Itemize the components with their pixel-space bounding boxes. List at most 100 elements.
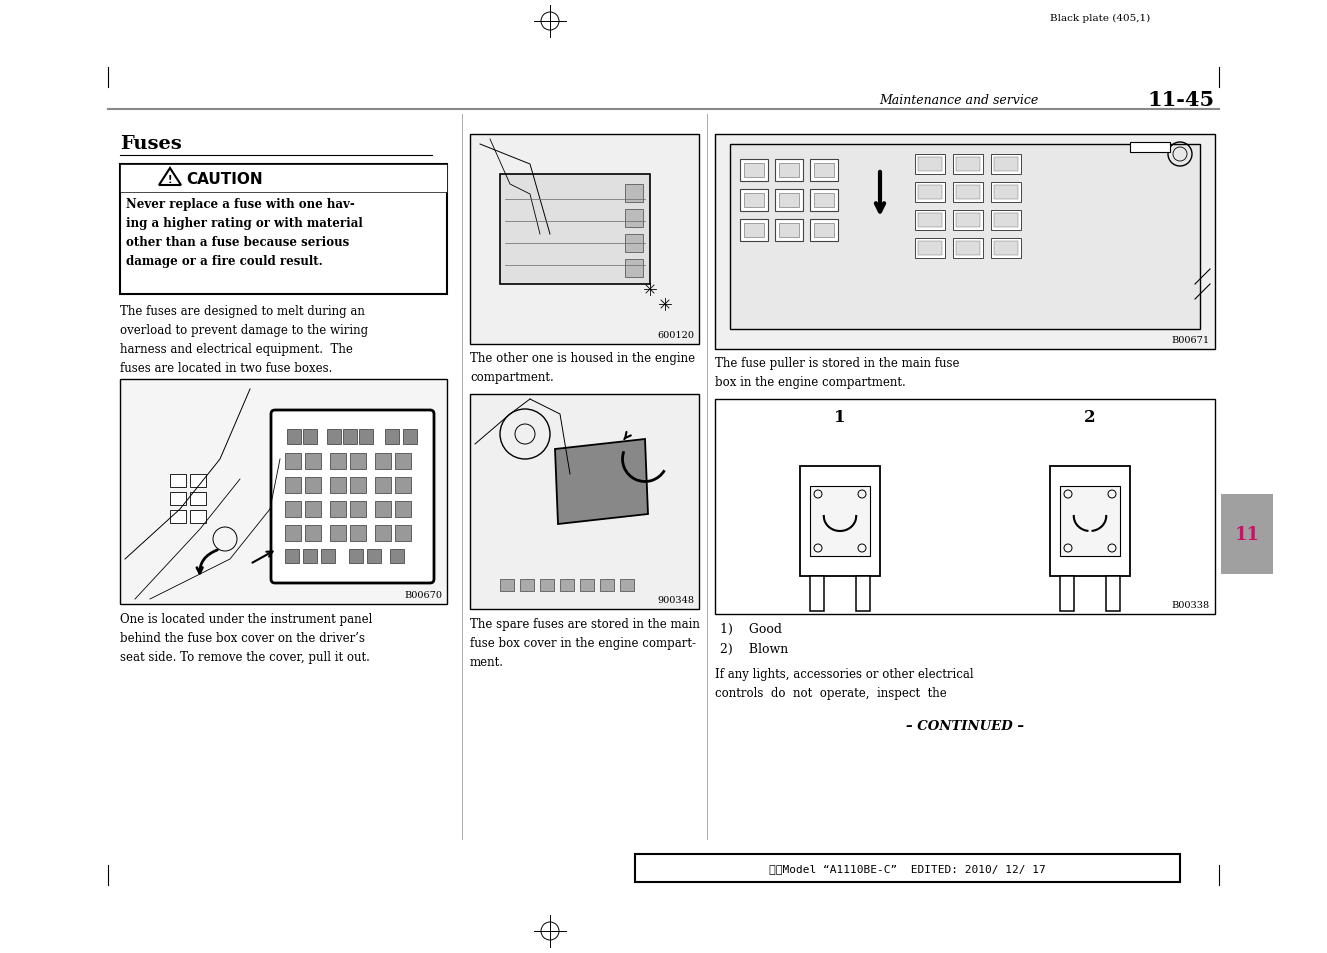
- Bar: [349, 550, 364, 563]
- Bar: [580, 579, 594, 592]
- Bar: [994, 213, 1018, 228]
- Bar: [991, 211, 1020, 231]
- Text: One is located under the instrument panel
behind the fuse box cover on the drive: One is located under the instrument pane…: [119, 613, 373, 663]
- Bar: [170, 511, 186, 523]
- Bar: [715, 399, 1216, 615]
- Polygon shape: [555, 439, 648, 524]
- Text: Never replace a fuse with one hav-
ing a higher rating or with material
other th: Never replace a fuse with one hav- ing a…: [126, 198, 362, 268]
- Bar: [779, 164, 799, 178]
- Text: 1)    Good: 1) Good: [721, 622, 782, 636]
- Bar: [376, 477, 391, 494]
- Bar: [321, 550, 334, 563]
- Bar: [991, 239, 1020, 258]
- Bar: [350, 525, 366, 541]
- Bar: [918, 242, 942, 255]
- Bar: [994, 186, 1018, 200]
- Bar: [918, 213, 942, 228]
- Bar: [1060, 486, 1120, 557]
- Bar: [916, 183, 945, 203]
- Bar: [376, 525, 391, 541]
- Bar: [360, 430, 373, 444]
- Bar: [955, 242, 981, 255]
- Text: 900348: 900348: [657, 596, 694, 604]
- Bar: [303, 430, 317, 444]
- Bar: [305, 501, 321, 517]
- Bar: [916, 239, 945, 258]
- Bar: [395, 454, 411, 470]
- Bar: [775, 160, 803, 182]
- Bar: [809, 577, 824, 612]
- Bar: [170, 493, 186, 505]
- Bar: [395, 477, 411, 494]
- Text: The spare fuses are stored in the main
fuse box cover in the engine compart-
men: The spare fuses are stored in the main f…: [470, 618, 699, 668]
- Bar: [740, 160, 768, 182]
- Bar: [119, 379, 447, 604]
- Bar: [809, 160, 837, 182]
- Bar: [520, 579, 533, 592]
- Bar: [625, 210, 644, 228]
- Bar: [994, 242, 1018, 255]
- Bar: [190, 493, 206, 505]
- Bar: [813, 193, 833, 208]
- Bar: [303, 550, 317, 563]
- Bar: [119, 165, 447, 193]
- Bar: [190, 475, 206, 488]
- Bar: [305, 525, 321, 541]
- Bar: [740, 220, 768, 242]
- Bar: [500, 174, 650, 285]
- Bar: [287, 430, 301, 444]
- Bar: [285, 525, 301, 541]
- Text: CAUTION: CAUTION: [186, 172, 263, 186]
- Bar: [285, 501, 301, 517]
- Bar: [991, 183, 1020, 203]
- Bar: [305, 454, 321, 470]
- Bar: [305, 477, 321, 494]
- Bar: [809, 220, 837, 242]
- Text: The other one is housed in the engine
compartment.: The other one is housed in the engine co…: [470, 352, 695, 384]
- Bar: [395, 501, 411, 517]
- Bar: [916, 211, 945, 231]
- Bar: [994, 158, 1018, 172]
- Bar: [620, 579, 634, 592]
- Bar: [600, 579, 614, 592]
- Bar: [744, 193, 764, 208]
- Text: 600120: 600120: [657, 331, 694, 339]
- Bar: [330, 454, 346, 470]
- Bar: [390, 550, 403, 563]
- Bar: [119, 165, 447, 294]
- Text: The fuses are designed to melt during an
overload to prevent damage to the wirin: The fuses are designed to melt during an…: [119, 305, 368, 375]
- Text: – CONTINUED –: – CONTINUED –: [906, 720, 1024, 732]
- Bar: [813, 224, 833, 237]
- Bar: [342, 430, 357, 444]
- Bar: [715, 135, 1216, 350]
- Bar: [813, 164, 833, 178]
- Bar: [953, 154, 983, 174]
- Text: 2: 2: [1084, 409, 1096, 426]
- Bar: [326, 430, 341, 444]
- Text: Black plate (405,1): Black plate (405,1): [1050, 13, 1151, 23]
- Bar: [560, 579, 575, 592]
- Bar: [1131, 143, 1170, 152]
- Bar: [991, 154, 1020, 174]
- Bar: [190, 511, 206, 523]
- Bar: [779, 193, 799, 208]
- Text: Fuses: Fuses: [119, 135, 182, 152]
- Bar: [953, 211, 983, 231]
- Bar: [285, 477, 301, 494]
- Bar: [955, 213, 981, 228]
- Bar: [744, 164, 764, 178]
- Bar: [500, 579, 514, 592]
- Bar: [916, 154, 945, 174]
- Text: If any lights, accessories or other electrical
controls  do  not  operate,  insp: If any lights, accessories or other elec…: [715, 667, 974, 700]
- Bar: [955, 186, 981, 200]
- Bar: [540, 579, 553, 592]
- Bar: [779, 224, 799, 237]
- Bar: [918, 186, 942, 200]
- Bar: [285, 454, 301, 470]
- Bar: [285, 550, 299, 563]
- Bar: [395, 525, 411, 541]
- Bar: [1105, 577, 1120, 612]
- Text: B00671: B00671: [1172, 335, 1210, 345]
- Text: 2)    Blown: 2) Blown: [721, 642, 788, 656]
- Bar: [330, 477, 346, 494]
